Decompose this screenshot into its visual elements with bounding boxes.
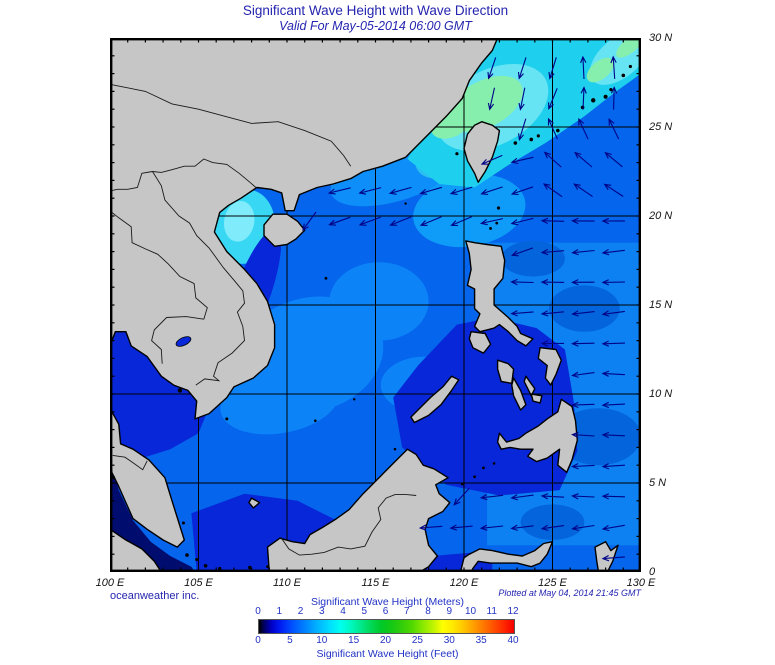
arrow-layer [302,55,626,562]
x-axis-label: 110 E [273,577,301,589]
legend-title-feet: Significant Wave Height (Feet) [316,648,459,660]
x-axis-label: 105 E [184,577,213,589]
land-natuna [248,497,261,509]
land-asia-mainland [109,37,499,420]
x-axis-label: 125 E [538,577,567,589]
land-mindoro [468,331,492,354]
legend-meter-tick: 8 [425,606,431,617]
lake-tonle-sap [175,336,192,347]
legend-meter-tick: 3 [318,606,325,617]
legend-meter-tick: 11 [486,606,497,617]
legend-title-meters: Significant Wave Height (Meters) [310,596,465,608]
x-axis-label: 100 E [95,577,125,589]
legend-meter-tick: 1 [276,606,283,617]
map-frame [110,38,641,572]
land-taiwan [463,121,501,183]
y-axis-label: 20 N [649,210,673,222]
legend-meter-tick: 2 [297,606,304,617]
land-hainan [263,213,306,247]
legend-meter-tick: 5 [361,606,368,617]
land-mindanao [496,398,578,473]
legend-meter-tick: 0 [255,606,261,617]
y-axis-label: 15 N [649,299,673,311]
y-axis-label: 0 [649,566,656,578]
legend-meter-tick: 10 [464,606,477,617]
land-negros [511,377,527,411]
legend-meter-tick: 9 [446,606,453,617]
chart-title: Significant Wave Height with Wave Direct… [242,3,509,18]
legend-feet-tick: 25 [411,635,423,646]
legend-meter-tick: 12 [507,606,519,617]
y-axis-label: 25 N [649,121,673,133]
legend-meter-tick: 4 [340,606,346,617]
legend-meter-tick: 7 [403,606,410,617]
wave-map [109,30,650,573]
land-borneo [266,448,451,573]
colorbar [258,619,515,634]
x-axis-label: 130 E [626,577,656,589]
legend-feet-tick: 0 [255,635,261,646]
oceanweather-credit: oceanweather inc. [110,590,200,602]
legend-feet-tick: 15 [348,635,360,646]
land-luzon [465,240,534,347]
legend-feet-tick: 5 [287,635,293,646]
land-malay-peninsula [109,407,185,548]
y-axis-label: 5 N [649,477,667,489]
land-samar-leyte [537,347,562,386]
chart-subtitle: Valid For May-05-2014 06:00 GMT [279,19,472,33]
x-axis-label: 115 E [361,577,390,589]
plotted-timestamp: Plotted at May 04, 2014 21:45 GMT [498,588,641,598]
legend-feet-tick: 20 [379,635,392,646]
y-axis-label: 30 N [649,32,673,44]
land-palawan [410,375,460,424]
land-sulawesi [459,541,554,573]
land-bohol [530,393,543,404]
x-axis-label: 120 E [449,577,479,589]
y-axis-label: 10 N [649,388,673,400]
legend-feet-tick: 30 [443,635,455,646]
legend-feet-tick: 40 [507,635,519,646]
legend-feet-tick: 10 [316,635,328,646]
legend-meter-tick: 6 [382,606,389,617]
legend-feet-tick: 35 [475,635,487,646]
land-layer [109,37,632,573]
